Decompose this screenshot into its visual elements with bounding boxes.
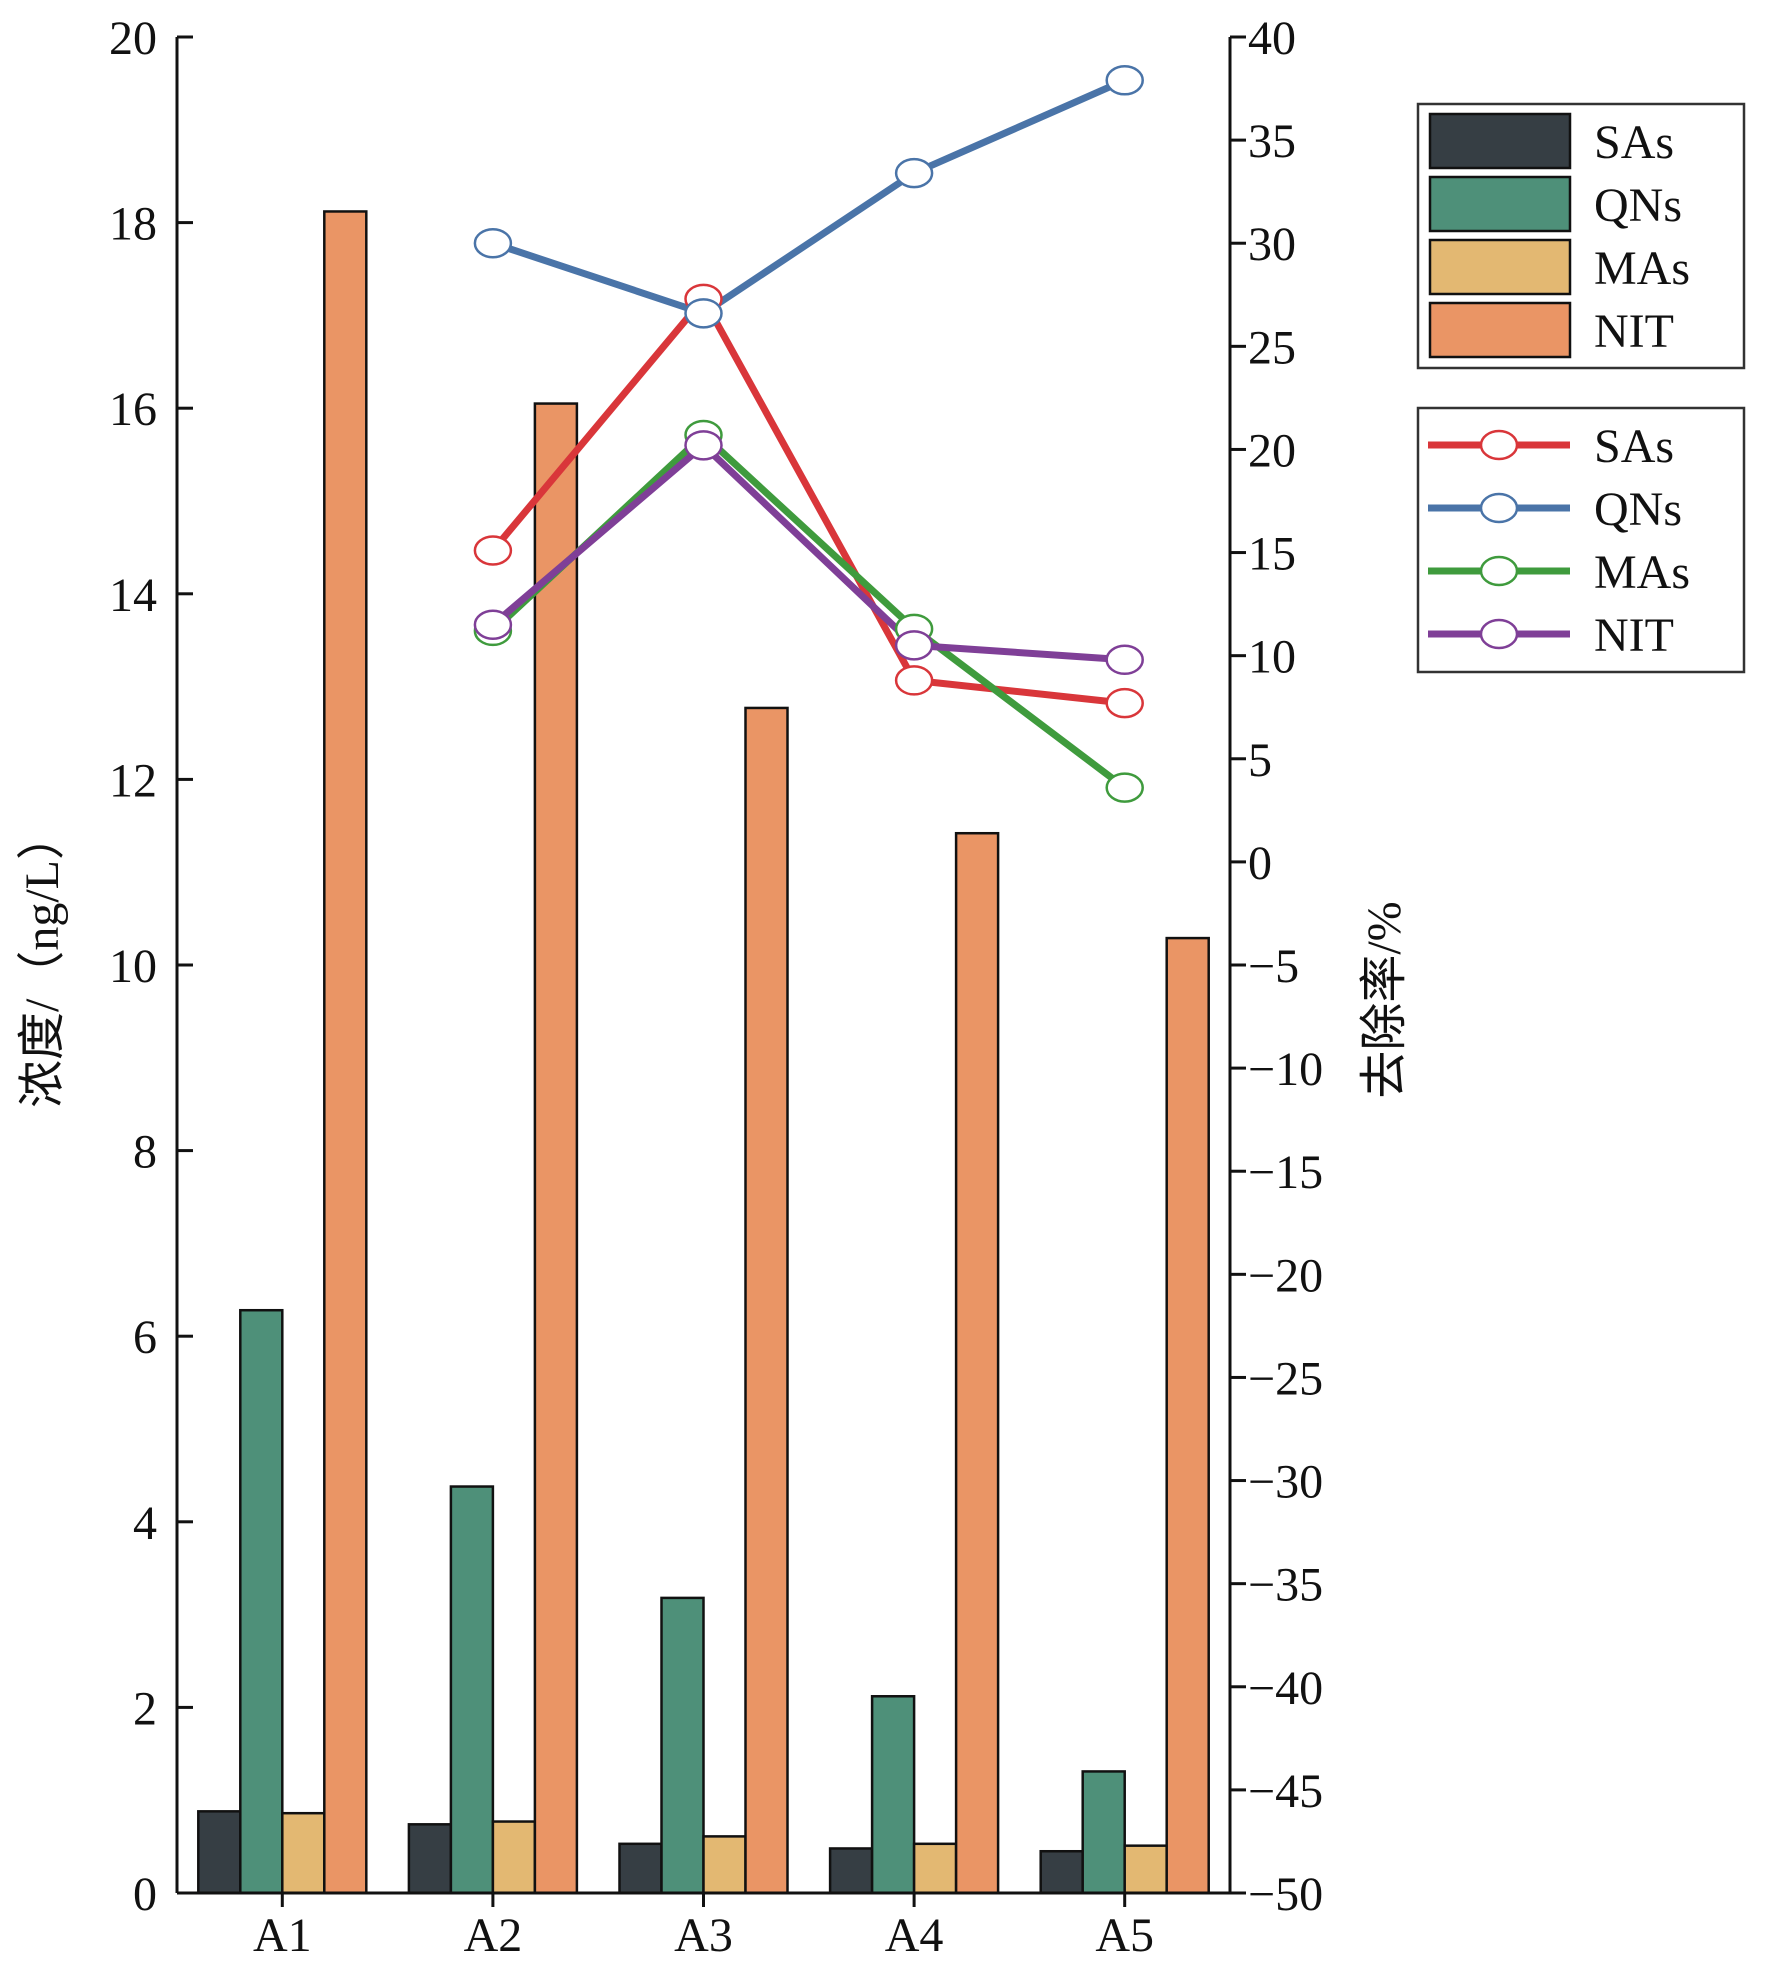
left-tick-label-8: 8 [133,1126,157,1179]
x-tick-label-a5: A5 [1095,1909,1154,1962]
bar-nit-a2 [533,402,579,1895]
legend-bars: SAs QNs MAs NIT [1416,102,1746,370]
legend-bar-label-nit: NIT [1594,305,1674,358]
left-tick-label-0: 0 [133,1868,157,1921]
bar-qns-a5 [1081,1770,1126,1895]
point-nit-a2 [473,609,513,640]
bar-qns-a2 [449,1485,495,1895]
bar-qns-a3 [660,1596,705,1895]
bar-sas-a4 [828,1847,874,1895]
right-tick-label-10: 10 [1248,631,1296,684]
right-tick-label--20: −20 [1248,1249,1323,1302]
x-tick-label-a3: A3 [674,1909,733,1962]
right-tick-label--40: −40 [1248,1662,1323,1715]
left-axis-ticks: 0 2 4 6 8 10 12 14 16 18 20 [109,12,193,1921]
right-tick-label-40: 40 [1248,12,1296,65]
point-nit-a3 [684,430,723,461]
bar-sas-a1 [197,1810,242,1895]
left-axis-title: 浓度/（ng/L） [16,812,69,1108]
line-sas [490,295,1126,707]
legend-bar-swatch-qns [1428,175,1572,233]
left-tick-label-4: 4 [133,1497,157,1550]
legend-lines-frame [1416,406,1746,674]
x-tick-label-a2: A2 [464,1909,523,1962]
bar-mas-a5 [1123,1844,1168,1895]
left-tick-label-10: 10 [109,940,157,993]
right-tick-label--30: −30 [1248,1456,1323,1509]
legend-bar-label-sas: SAs [1594,116,1674,169]
bar-sas-a5 [1039,1849,1084,1895]
right-tick-label--10: −10 [1248,1043,1323,1096]
left-tick-label-12: 12 [109,754,157,807]
legend-bar-swatch-nit [1428,301,1572,359]
point-nit-a4 [894,630,934,661]
right-tick-label--50: −50 [1248,1868,1323,1921]
right-tick-label--45: −45 [1248,1765,1323,1818]
legend-bar-label-mas: MAs [1594,242,1690,295]
legend-line-marker-mas [1479,555,1519,587]
legend-line-marker-sas [1479,429,1519,461]
right-tick-label--15: −15 [1248,1146,1323,1199]
right-tick-label--5: −5 [1248,940,1299,993]
right-tick-label-25: 25 [1248,321,1296,374]
bar-nit-a4 [954,831,1000,1895]
point-mas-a5 [1105,772,1144,803]
x-tick-label-a1: A1 [253,1909,312,1962]
point-sas-a2 [473,535,513,566]
bar-mas-a1 [281,1811,326,1895]
point-sas-a5 [1105,687,1144,719]
point-sas-a4 [894,665,934,696]
legend-line-label-mas: MAs [1594,546,1690,599]
right-tick-label--35: −35 [1248,1559,1323,1612]
bar-mas-a4 [912,1842,958,1895]
line-qns [491,77,1127,317]
point-nit-a5 [1105,644,1144,676]
bar-nit-a5 [1165,936,1210,1895]
right-tick-label-5: 5 [1248,734,1272,787]
legend-line-marker-qns [1479,492,1519,524]
legend-lines: SAs QNs MAs NIT [1416,406,1746,674]
left-tick-label-18: 18 [109,198,157,251]
point-qns-a3 [684,298,723,329]
bar-qns-a4 [870,1695,916,1895]
point-qns-a5 [1105,65,1144,96]
x-tick-label-a4: A4 [885,1909,944,1962]
bar-qns-a1 [239,1308,284,1895]
legend-line-marker-nit [1479,618,1519,650]
bars-layer [197,210,1210,1895]
x-axis-ticks: A1 A2 A3 A4 A5 [253,1893,1154,1962]
left-tick-label-14: 14 [109,569,157,622]
right-tick-label-20: 20 [1248,424,1296,477]
bar-nit-a3 [744,706,789,1895]
bar-nit-a1 [323,210,368,1895]
bar-sas-a3 [618,1842,663,1895]
legend-line-label-nit: NIT [1594,609,1674,662]
legend-bar-label-qns: QNs [1594,179,1682,232]
left-tick-label-2: 2 [133,1682,157,1735]
right-axis-title: 去除率/% [1358,901,1411,1098]
right-tick-label-35: 35 [1248,115,1296,168]
legend-bar-swatch-sas [1428,112,1572,170]
legend-bar-swatch-mas [1428,238,1572,296]
right-tick-label-0: 0 [1248,837,1272,890]
bar-mas-a2 [491,1820,537,1895]
point-qns-a2 [473,227,513,259]
legend-line-label-sas: SAs [1594,420,1674,473]
line-nit [490,441,1125,664]
legend-line-label-qns: QNs [1594,483,1682,536]
point-qns-a4 [894,157,934,189]
lines-layer [473,65,1144,803]
left-tick-label-16: 16 [109,383,157,436]
right-axis-ticks: −50−45−40−35−30−25−20−15−10−505101520253… [1230,12,1323,1921]
left-tick-label-6: 6 [133,1311,157,1364]
left-tick-label-20: 20 [109,12,157,65]
bar-sas-a2 [407,1823,453,1895]
bar-mas-a3 [702,1835,747,1895]
right-tick-label-15: 15 [1248,528,1296,581]
right-tick-label--25: −25 [1248,1352,1323,1405]
right-tick-label-30: 30 [1248,218,1296,271]
